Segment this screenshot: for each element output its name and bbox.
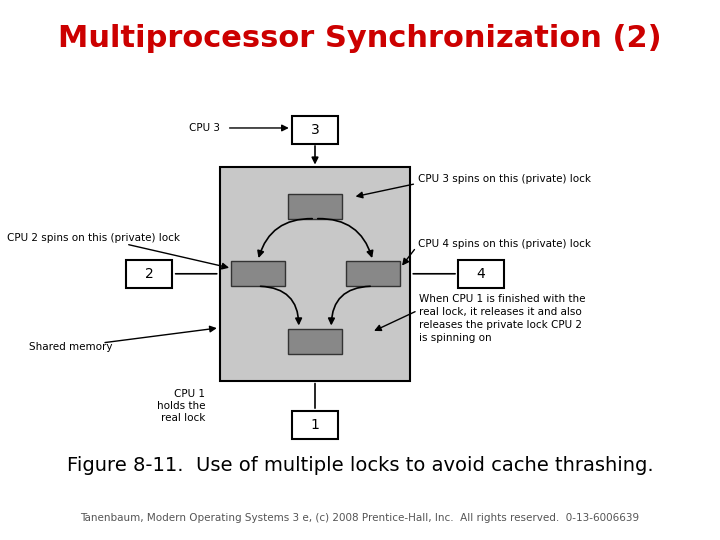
Text: 2: 2 — [145, 267, 153, 281]
Bar — [230, 261, 285, 286]
Text: When CPU 1 is finished with the
real lock, it releases it and also
releases the : When CPU 1 is finished with the real loc… — [419, 294, 585, 343]
Bar — [288, 328, 342, 354]
Text: 4: 4 — [477, 267, 485, 281]
Text: CPU 1
holds the
real lock: CPU 1 holds the real lock — [157, 389, 205, 423]
Text: CPU 3: CPU 3 — [189, 123, 220, 133]
Text: CPU 3 spins on this (private) lock: CPU 3 spins on this (private) lock — [418, 174, 590, 184]
Text: CPU 2 spins on this (private) lock: CPU 2 spins on this (private) lock — [7, 233, 180, 242]
Text: CPU 4 spins on this (private) lock: CPU 4 spins on this (private) lock — [418, 239, 590, 249]
Bar — [458, 260, 505, 288]
Text: Shared memory: Shared memory — [29, 342, 112, 352]
Bar — [346, 261, 400, 286]
Text: Multiprocessor Synchronization (2): Multiprocessor Synchronization (2) — [58, 24, 662, 53]
Text: 1: 1 — [310, 418, 320, 432]
Text: Figure 8-11.  Use of multiple locks to avoid cache thrashing.: Figure 8-11. Use of multiple locks to av… — [67, 456, 653, 475]
Text: 3: 3 — [310, 123, 320, 137]
Text: Tanenbaum, Modern Operating Systems 3 e, (c) 2008 Prentice-Hall, Inc.  All right: Tanenbaum, Modern Operating Systems 3 e,… — [81, 514, 639, 523]
Bar — [125, 260, 173, 288]
Bar — [292, 116, 338, 144]
Bar — [292, 411, 338, 439]
Bar — [288, 193, 342, 219]
Bar — [220, 167, 410, 381]
